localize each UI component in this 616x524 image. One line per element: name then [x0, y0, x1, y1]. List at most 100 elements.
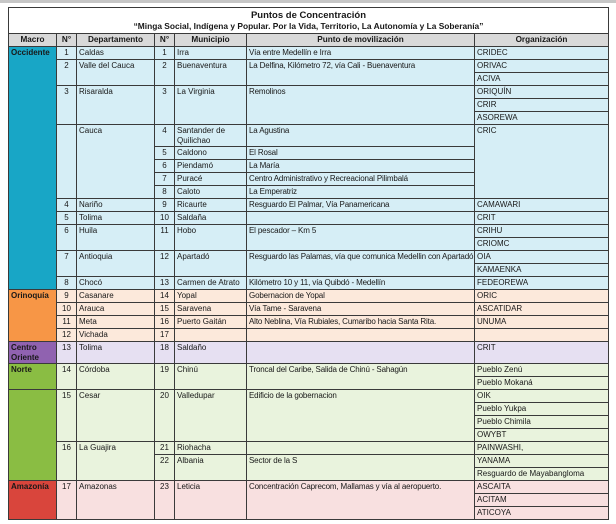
dept-no-cell: 12 [56, 328, 77, 342]
department-cell: Valle del Cauca [76, 59, 155, 86]
dept-no-cell: 16 [56, 441, 77, 481]
mobilization-point-cell: Kilómetro 10 y 11, vía Quibdó - Medellín [246, 276, 475, 290]
dept-no-cell: 17 [56, 480, 77, 520]
municipality-cell: Leticia [174, 480, 247, 520]
mun-no-cell: 13 [154, 276, 175, 290]
organization-cell: CRIT [474, 211, 609, 225]
mobilization-point-cell: Troncal del Caribe, Salida de Chinú - Sa… [246, 363, 475, 390]
table-row: 8 Chocó 13 Carmen de Atrato Kilómetro 10… [9, 276, 609, 290]
department-cell: Risaralda [76, 85, 155, 125]
table-row: 12 Vichada 17 [9, 328, 609, 342]
municipality-cell: Saldaña [174, 211, 247, 225]
municipality-cell: Yopal [174, 289, 247, 303]
municipality-cell: Riohacha [174, 441, 247, 455]
table-row: Cauca 4 Santander de Quilichao La Agusti… [9, 124, 609, 199]
dept-no-cell: 1 [56, 46, 77, 60]
macro-cell-orinoquia: Orinoquía [8, 289, 57, 342]
mun-no-cell: 4 [154, 124, 175, 147]
table-row: 7 Puracé Centro Administrativo y Recreac… [9, 172, 609, 186]
organization-cell: ORIQUÍN [474, 85, 609, 99]
organization-cell: Pueblo Chimila [474, 415, 609, 429]
macro-cell-amazonia: Amazonía [8, 480, 57, 520]
table-row: 7 Antioquia 12 Apartadó Resguardo las Pa… [9, 250, 609, 277]
table-row: 3 Risaralda 3 La Virginia Remolinos ORIQ… [9, 85, 609, 125]
mobilization-point-cell: La Emperatriz [246, 185, 475, 199]
organization-cell: CRIDEC [474, 46, 609, 60]
mobilization-point-cell: Alto Neblina, Vía Rubiales, Cumaribo hac… [246, 315, 475, 329]
municipality-cell: Valledupar [174, 389, 247, 442]
concentration-points-table: Puntos de Concentración “Minga Social, I… [8, 7, 609, 520]
mun-no-cell: 9 [154, 198, 175, 212]
mun-no-cell: 19 [154, 363, 175, 390]
table-row: 15 Cesar 20 Valledupar Edificio de la go… [8, 389, 609, 481]
mun-no-cell: 5 [154, 146, 175, 160]
table-row: 10 Arauca 15 Saravena Vía Tame - Saraven… [9, 302, 609, 316]
table-row: 11 Meta 16 Puerto Gaitán Alto Neblina, V… [9, 315, 609, 329]
municipality-cell: Caloto [174, 185, 247, 199]
organization-cell: ACITAM [474, 493, 609, 507]
window-top-edge [0, 0, 616, 3]
macro-cell-occidente: Occidente [8, 46, 57, 290]
dept-no-cell: 3 [56, 85, 77, 125]
municipality-cell: Irra [174, 46, 247, 60]
col-header-punto: Punto de movilización [246, 33, 475, 47]
table-row: Amazonía 17 Amazonas 23 Leticia Concentr… [8, 480, 609, 520]
organization-cell: ORIC [474, 289, 609, 303]
organization-cell: YANAMA [474, 454, 609, 468]
mobilization-point-cell: La María [246, 159, 475, 173]
organization-cell: Pueblo Zenú [474, 363, 609, 377]
mobilization-point-cell: Concentración Caprecom, Mallamas y vía a… [246, 480, 475, 520]
table-row: ACIVA [9, 72, 609, 86]
page: Puntos de Concentración “Minga Social, I… [0, 3, 616, 524]
col-header-macro: Macro [8, 33, 57, 47]
mobilization-point-cell: Resguardo El Palmar, Vía Panamericana [246, 198, 475, 212]
department-cell: La Guajira [76, 441, 155, 481]
department-cell: Antioquia [76, 250, 155, 277]
mobilization-point-cell: Centro Administrativo y Recreacional Pil… [246, 172, 475, 186]
mun-no-cell: 22 [154, 454, 175, 481]
organization-cell [474, 328, 609, 342]
department-cell: Casanare [76, 289, 155, 303]
dept-no-cell: 10 [56, 302, 77, 316]
organization-cell: PAINWASHI, [474, 441, 609, 455]
organization-cell: FEDEOREWA [474, 276, 609, 290]
dept-no-cell: 13 [56, 341, 77, 364]
table-row: Pueblo Mokaná [9, 376, 609, 390]
organization-cell: OWYBT [474, 428, 609, 442]
table-row: Norte 14 Córdoba 19 Chinú Troncal del Ca… [8, 363, 609, 390]
mun-no-cell: 14 [154, 289, 175, 303]
mobilization-point-cell: Vía entre Medellín e Irra [246, 46, 475, 60]
mun-no-cell: 8 [154, 185, 175, 199]
organization-cell: OIA [474, 250, 609, 264]
municipality-cell: Saravena [174, 302, 247, 316]
dept-no-cell: 2 [56, 59, 77, 86]
col-header-dept-no: N° [56, 33, 77, 47]
table-row: 4 Nariño 9 Ricaurte Resguardo El Palmar,… [9, 198, 609, 212]
mun-no-cell: 23 [154, 480, 175, 520]
municipality-cell [174, 328, 247, 342]
municipality-cell: La Virginia [174, 85, 247, 125]
macro-cell-centro-oriente: Centro Oriente [8, 341, 57, 364]
table-row: CRIR [9, 98, 609, 112]
department-cell: Tolima [76, 211, 155, 225]
organization-cell: OIK [474, 389, 609, 403]
mobilization-point-cell: Remolinos [246, 85, 475, 125]
municipality-cell: Chinú [174, 363, 247, 390]
organization-cell: ACIVA [474, 72, 609, 86]
organization-cell: ASCATIDAR [474, 302, 609, 316]
col-header-municipio: Municipio [174, 33, 247, 47]
mobilization-point-cell [246, 328, 475, 342]
mun-no-cell: 11 [154, 224, 175, 251]
page-title: Puntos de Concentración [250, 10, 367, 21]
organization-cell: ASCAITA [474, 480, 609, 494]
table-row: Centro Oriente 13 Tolima 18 Saldaño CRIT [8, 341, 609, 364]
department-cell: Nariño [76, 198, 155, 212]
mun-no-cell: 7 [154, 172, 175, 186]
table-title-cell: Puntos de Concentración “Minga Social, I… [8, 7, 609, 34]
municipality-cell: Ricaurte [174, 198, 247, 212]
organization-cell: CRIC [474, 124, 609, 199]
department-cell: Vichada [76, 328, 155, 342]
mobilization-point-cell [246, 341, 475, 364]
organization-cell: Pueblo Yukpa [474, 402, 609, 416]
organization-cell: CRIR [474, 98, 609, 112]
